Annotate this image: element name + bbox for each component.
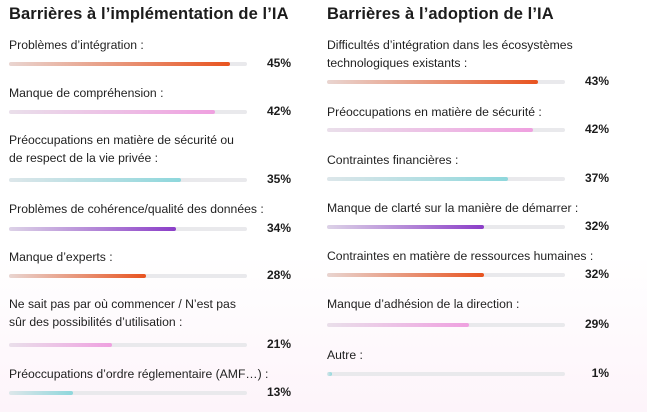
category-label: Difficultés d’intégration dans les écosy… bbox=[327, 38, 573, 70]
bar-track bbox=[9, 110, 247, 114]
bar bbox=[327, 273, 484, 277]
category-label: Problèmes de cohérence/qualité des donné… bbox=[9, 202, 264, 216]
category-label: Manque de clarté sur la manière de démar… bbox=[327, 201, 579, 215]
category-label: Contraintes financières : bbox=[327, 153, 459, 167]
category-label: Préoccupations d’ordre réglementaire (AM… bbox=[9, 367, 269, 381]
category-label: Préoccupations en matière de sécurité ou… bbox=[9, 133, 234, 165]
value-label: 43% bbox=[584, 74, 609, 88]
bar bbox=[327, 80, 538, 84]
bar bbox=[9, 274, 147, 278]
bar bbox=[327, 177, 509, 181]
value-label: 37% bbox=[584, 171, 609, 185]
bar bbox=[9, 62, 230, 66]
bar bbox=[9, 391, 73, 395]
bar bbox=[9, 227, 176, 231]
value-label: 45% bbox=[266, 56, 291, 70]
value-label: 29% bbox=[584, 317, 609, 331]
value-label: 42% bbox=[584, 122, 609, 136]
bar-track bbox=[9, 227, 247, 231]
bar bbox=[9, 110, 215, 114]
category-label: Préoccupations en matière de sécurité : bbox=[327, 105, 542, 119]
bar bbox=[327, 323, 470, 327]
bar-track bbox=[9, 343, 247, 347]
bar-track bbox=[9, 178, 247, 182]
bar-track bbox=[9, 274, 247, 278]
value-label: 32% bbox=[584, 267, 609, 281]
bar-track bbox=[9, 391, 247, 395]
category-label: Manque d’experts : bbox=[9, 250, 113, 264]
bar bbox=[327, 225, 484, 229]
bar bbox=[9, 178, 181, 182]
category-label: Contraintes en matière de ressources hum… bbox=[327, 249, 594, 263]
value-label: 34% bbox=[266, 221, 291, 235]
value-label: 13% bbox=[266, 385, 291, 399]
chart-title: Barrières à l’adoption de l’IA bbox=[327, 5, 554, 23]
bar-track bbox=[327, 177, 565, 181]
bar-track bbox=[327, 372, 565, 376]
bar bbox=[327, 128, 533, 132]
bar-track bbox=[327, 323, 565, 327]
category-label: Ne sait pas par où commencer / N’est pas… bbox=[9, 297, 236, 329]
category-label: Manque de compréhension : bbox=[9, 86, 164, 100]
bar-track bbox=[327, 128, 565, 132]
bar-track bbox=[327, 273, 565, 277]
bar-track bbox=[327, 80, 565, 84]
chart-title: Barrières à l’implémentation de l’IA bbox=[9, 5, 289, 23]
bar bbox=[327, 372, 332, 376]
category-label: Autre : bbox=[327, 348, 363, 362]
bar-track bbox=[327, 225, 565, 229]
bar bbox=[9, 343, 112, 347]
category-label: Problèmes d’intégration : bbox=[9, 38, 144, 52]
value-label: 35% bbox=[266, 172, 291, 186]
value-label: 42% bbox=[266, 104, 291, 118]
value-label: 1% bbox=[591, 366, 609, 380]
bar-track bbox=[9, 62, 247, 66]
category-label: Manque d’adhésion de la direction : bbox=[327, 297, 520, 311]
value-label: 28% bbox=[266, 268, 291, 282]
value-label: 32% bbox=[584, 219, 609, 233]
value-label: 21% bbox=[266, 337, 291, 351]
